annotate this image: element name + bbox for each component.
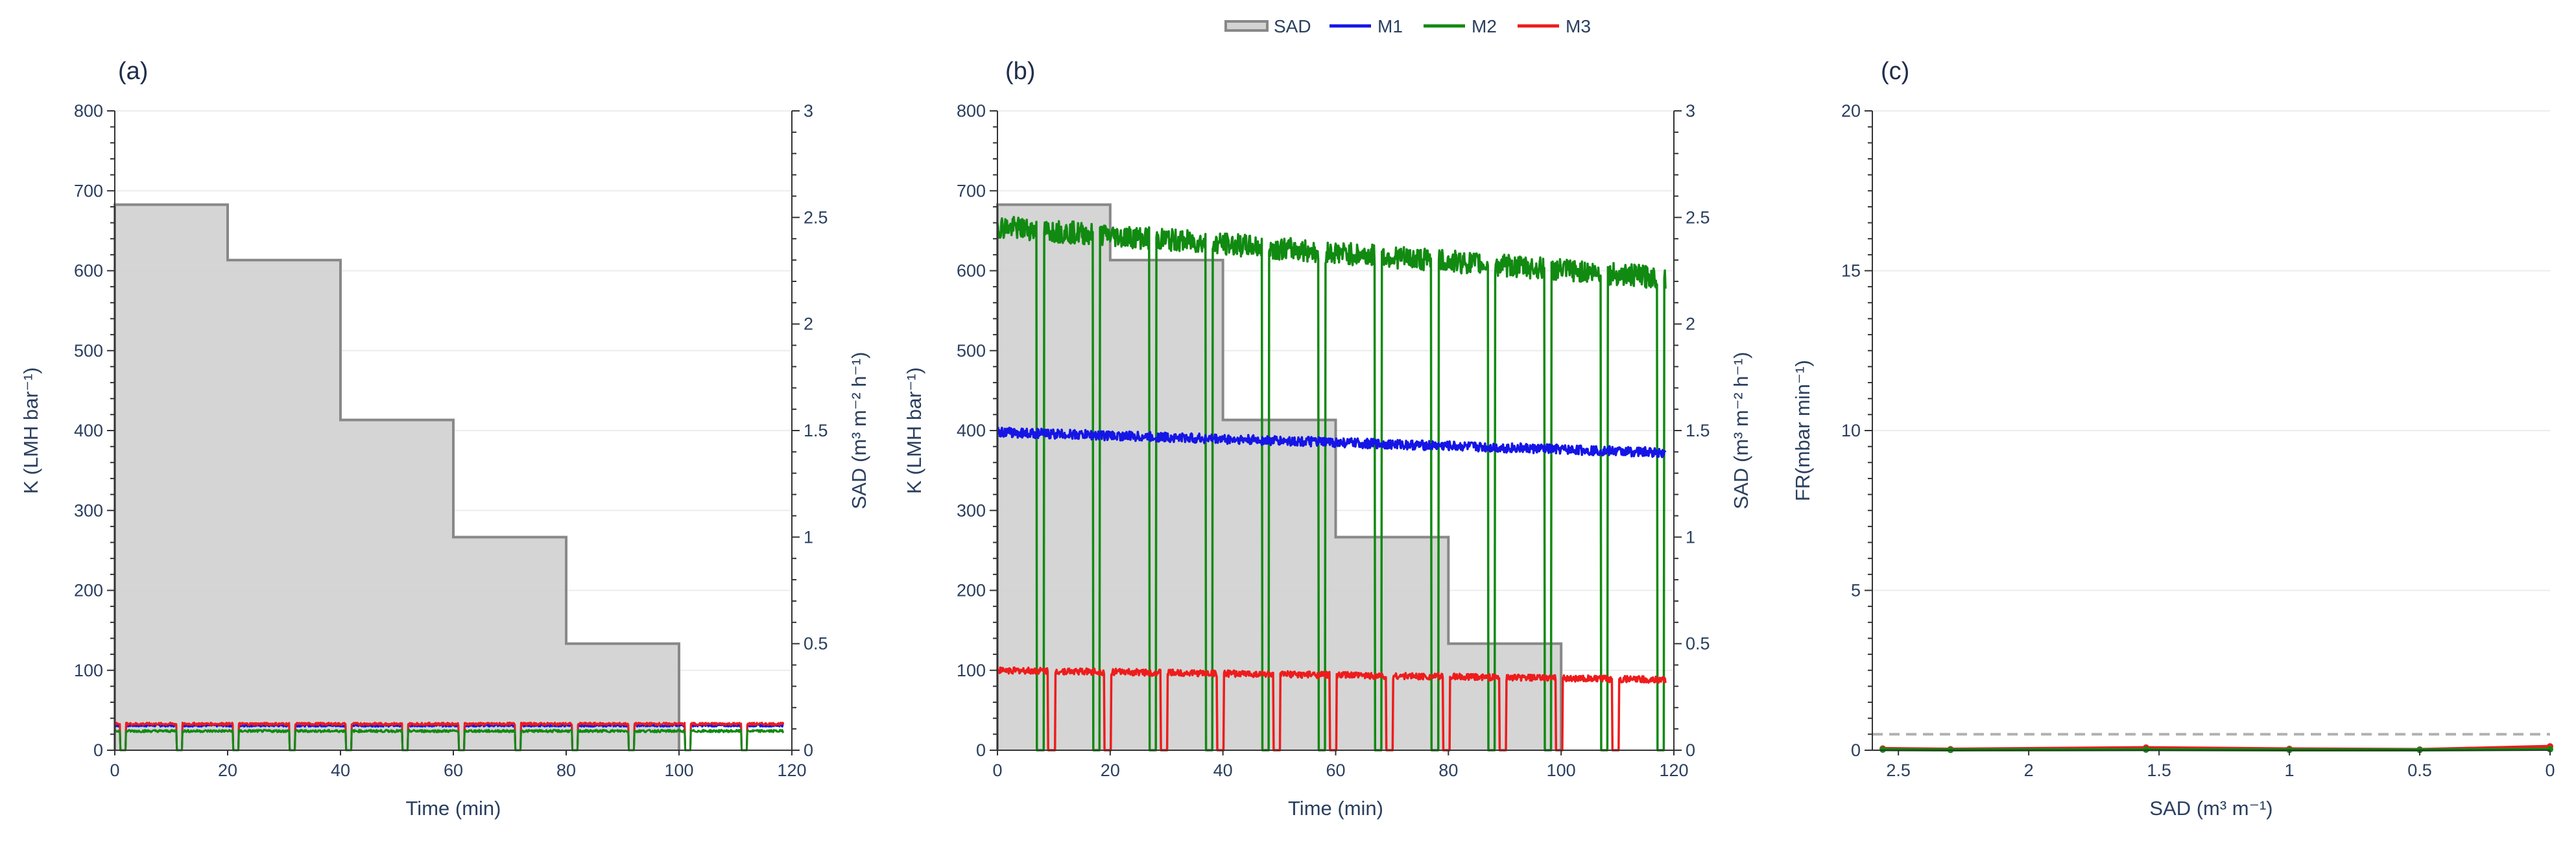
y2-tick-label: 1.5 bbox=[804, 421, 828, 440]
y-tick-label: 20 bbox=[1841, 101, 1861, 121]
x-axis-title: Time (min) bbox=[406, 797, 501, 820]
y2-tick-label: 2.5 bbox=[804, 207, 828, 227]
series-m1-line bbox=[996, 426, 1667, 458]
panel-label: (c) bbox=[1881, 58, 1909, 85]
panel-a: 0 100 200 300 400 500 600 700 800 0 0.5 1 1.5 2 2.5 3 0 2… bbox=[19, 58, 870, 820]
x-tick-label: 100 bbox=[664, 761, 693, 780]
panel-c: 0 5 10 15 20 2.5 2 1.5 1 0.5 0 SAD (m³ m⁻¹) FR(mbar … bbox=[1791, 58, 2555, 820]
x-axis-title: Time (min) bbox=[1288, 797, 1383, 820]
series-m3-line bbox=[114, 722, 785, 752]
y-tick-label: 600 bbox=[957, 261, 986, 281]
x-tick-label: 20 bbox=[218, 761, 237, 780]
y-tick-label: 800 bbox=[957, 101, 986, 121]
legend-label-m3: M3 bbox=[1566, 16, 1591, 36]
x-tick-label: 2 bbox=[2024, 761, 2034, 780]
y2-axis-title: SAD (m³ m⁻² h⁻¹) bbox=[1730, 352, 1752, 510]
sad-step-line bbox=[996, 203, 1563, 750]
legend: SAD M1 M2 M3 bbox=[1224, 16, 1591, 36]
y2-tick-label: 2 bbox=[1686, 314, 1695, 334]
y-tick-label: 5 bbox=[1851, 581, 1861, 600]
series-m2-point bbox=[2547, 746, 2553, 753]
y-tick-label: 500 bbox=[74, 341, 103, 361]
y-tick-label: 10 bbox=[1841, 421, 1861, 440]
sad-step-line bbox=[113, 203, 680, 750]
y-tick-label: 100 bbox=[74, 661, 103, 680]
x-tick-label: 2.5 bbox=[1886, 761, 1911, 780]
y-tick-label: 400 bbox=[957, 421, 986, 440]
y2-tick-label: 2.5 bbox=[1686, 207, 1710, 227]
y-tick-label: 100 bbox=[957, 661, 986, 680]
y2-tick-label: 1 bbox=[804, 527, 813, 547]
series-m1-line bbox=[114, 723, 784, 752]
legend-label-m1: M1 bbox=[1377, 16, 1403, 36]
y2-tick-label: 3 bbox=[804, 101, 813, 121]
y-tick-label: 600 bbox=[74, 261, 103, 281]
y-tick-label: 0 bbox=[1851, 740, 1861, 760]
y-tick-label: 300 bbox=[957, 501, 986, 520]
x-tick-label: 40 bbox=[331, 761, 350, 780]
x-tick-label: 60 bbox=[444, 761, 463, 780]
x-axis-title: SAD (m³ m⁻¹) bbox=[2149, 797, 2272, 820]
x-tick-label: 120 bbox=[777, 761, 806, 780]
y-axis-title: K (LMH bar⁻¹) bbox=[903, 367, 925, 494]
x-tick-label: 1.5 bbox=[2147, 761, 2171, 780]
x-tick-label: 0.5 bbox=[2407, 761, 2432, 780]
y-axis-title: K (LMH bar⁻¹) bbox=[19, 367, 42, 494]
legend-label-sad: SAD bbox=[1274, 16, 1311, 36]
panel-label: (b) bbox=[1005, 58, 1035, 85]
y2-axis-title: SAD (m³ m⁻² h⁻¹) bbox=[848, 352, 870, 510]
series-m2-line bbox=[114, 729, 785, 752]
y-axis-title: FR(mbar min⁻¹) bbox=[1791, 360, 1814, 501]
panel-b: 0 100 200 300 400 500 600 700 800 0 0.5 1 1.5 2 2.5 3 0 2… bbox=[903, 58, 1752, 820]
x-tick-label: 80 bbox=[556, 761, 576, 780]
y-tick-label: 200 bbox=[74, 581, 103, 600]
y2-tick-label: 1.5 bbox=[1686, 421, 1710, 440]
legend-swatch-sad bbox=[1224, 20, 1269, 32]
y-tick-label: 300 bbox=[74, 501, 103, 520]
y2-tick-label: 0.5 bbox=[804, 634, 828, 654]
y-tick-label: 500 bbox=[957, 341, 986, 361]
series-m2-line bbox=[996, 215, 1667, 752]
x-tick-label: 120 bbox=[1659, 761, 1688, 780]
y2-tick-label: 0 bbox=[804, 740, 813, 760]
sad-area bbox=[115, 204, 679, 750]
y2-tick-label: 3 bbox=[1686, 101, 1695, 121]
x-tick-label: 0 bbox=[992, 761, 1002, 780]
x-tick-label: 0 bbox=[110, 761, 119, 780]
y-tick-label: 0 bbox=[93, 740, 103, 760]
x-tick-label: 0 bbox=[2545, 761, 2555, 780]
y-tick-label: 15 bbox=[1841, 261, 1861, 281]
x-tick-label: 1 bbox=[2285, 761, 2295, 780]
x-tick-label: 100 bbox=[1547, 761, 1576, 780]
y-tick-label: 400 bbox=[74, 421, 103, 440]
y2-tick-label: 0.5 bbox=[1686, 634, 1710, 654]
y2-tick-label: 2 bbox=[804, 314, 813, 334]
y2-tick-label: 1 bbox=[1686, 527, 1695, 547]
y-tick-label: 200 bbox=[957, 581, 986, 600]
y-tick-label: 0 bbox=[976, 740, 986, 760]
y-tick-label: 700 bbox=[957, 181, 986, 200]
x-tick-label: 80 bbox=[1438, 761, 1458, 780]
x-tick-label: 60 bbox=[1326, 761, 1345, 780]
legend-label-m2: M2 bbox=[1472, 16, 1497, 36]
panel-label: (a) bbox=[118, 58, 148, 85]
x-tick-label: 40 bbox=[1213, 761, 1233, 780]
y-tick-label: 700 bbox=[74, 181, 103, 200]
x-tick-label: 20 bbox=[1101, 761, 1120, 780]
y2-tick-label: 0 bbox=[1686, 740, 1695, 760]
y-tick-label: 800 bbox=[74, 101, 103, 121]
sad-area bbox=[997, 204, 1562, 750]
